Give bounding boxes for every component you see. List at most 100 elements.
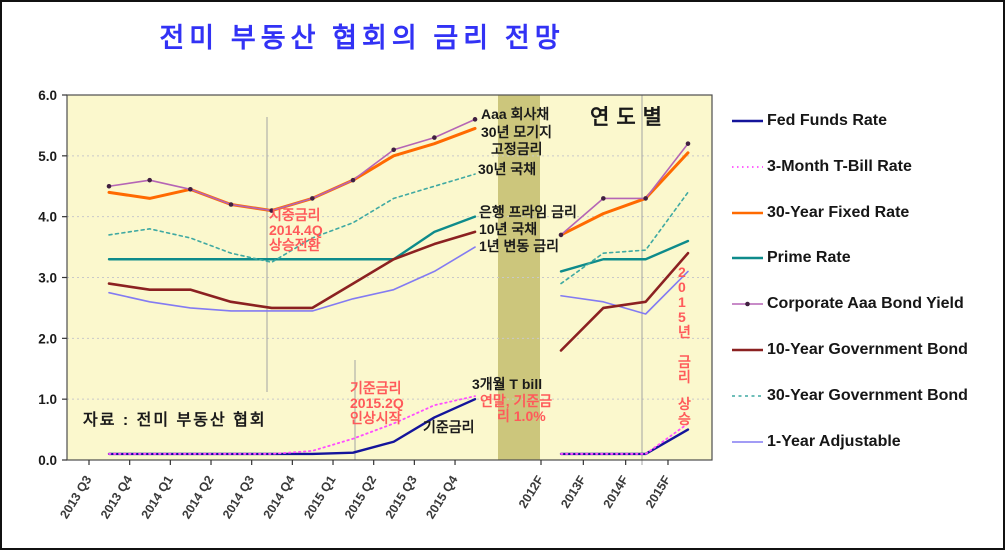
x-axis-label: 2012F [516, 473, 547, 511]
x-axis-label: 2014F [601, 473, 632, 511]
series-30-year-government-bond-quarterly [108, 173, 476, 264]
note-2015-rise-1: 0 [678, 279, 686, 295]
plot-area [67, 95, 712, 460]
legend-item-10-year-government-bond: 10-Year Government Bond [730, 341, 968, 359]
marker-corporate-aaa-bond-yield [310, 196, 315, 201]
series-10-year-government-bond-quarterly [107, 230, 477, 310]
legend-swatch-prime-rate [732, 257, 763, 260]
x-axis-label: 2014 Q4 [261, 473, 298, 521]
legend-item-1-year-adjustable: 1-Year Adjustable [730, 433, 901, 451]
series-corporate-aaa-bond-yield-quarterly [108, 118, 476, 212]
note-2015-rise-1: 5 [678, 309, 686, 325]
note-base-rate-hike: 2015.2Q [350, 395, 404, 411]
legend-swatch-1-year-adjustable [732, 440, 763, 443]
legend-label: Fed Funds Rate [767, 112, 888, 129]
series-1-year-adjustable-quarterly [108, 246, 476, 312]
marker-corporate-aaa-bond-yield [188, 186, 193, 192]
note-market-rate-turn: 시중금리 [269, 207, 321, 223]
legend-label: 30-Year Government Bond [767, 386, 968, 404]
legend-label: 3-Month T-Bill Rate [767, 157, 912, 175]
marker-corporate-aaa-bond-yield [147, 177, 152, 183]
legend-label: 30-Year Fixed Rate [767, 203, 910, 221]
label-bank-prime: 은행 프라임 금리 [479, 204, 577, 220]
label-30y-mortgage: 30년 모기지 [481, 124, 552, 140]
legend-swatch-3-month-t-bill-rate [732, 165, 763, 168]
legend-item-30-year-government-bond: 30-Year Government Bond [730, 387, 968, 405]
label-10y-treasury: 10년 국채 [479, 221, 537, 237]
series-30-year-fixed-rate-yearly [559, 151, 690, 237]
note-base-rate-hike: 기준금리 [350, 380, 402, 396]
x-axis-label: 2013 Q3 [57, 473, 94, 521]
legend-swatch-30-year-government-bond [732, 394, 763, 397]
marker-corporate-aaa-bond-yield [269, 208, 274, 213]
x-axis-label: 2013F [558, 473, 589, 511]
label-base-rate: 기준금리 [423, 419, 475, 435]
note-yearend-base-rate-2: 리 1.0% [497, 408, 546, 424]
label-30y-treasury: 30년 국채 [478, 161, 536, 177]
x-axis-label: 2015 Q2 [342, 473, 379, 521]
marker-corporate-aaa-bond-yield [391, 147, 396, 153]
series-10-year-government-bond-yearly [559, 251, 690, 352]
y-axis-label: 4.0 [38, 210, 57, 225]
label-3m-tbill: 3개월 T bill [472, 376, 542, 392]
marker-corporate-aaa-bond-yield [472, 117, 478, 122]
label-yearly-section: 연도별 [590, 106, 669, 129]
note-market-rate-turn: 상승전환 [269, 237, 321, 253]
note-yearend-base-rate: 연말, 기준금 [480, 393, 552, 409]
x-axis-label: 2014 Q3 [220, 473, 257, 521]
legend-swatch-30-year-fixed-rate [732, 211, 763, 214]
series-prime-rate-yearly [559, 239, 690, 273]
marker-corporate-aaa-bond-yield [350, 177, 356, 183]
legend-item-corporate-aaa-bond-yield: Corporate Aaa Bond Yield [730, 295, 964, 313]
marker-corporate-aaa-bond-yield [601, 196, 606, 201]
y-axis-label: 1.0 [38, 392, 57, 407]
series-1-year-adjustable-yearly [560, 270, 689, 315]
y-axis-label: 3.0 [38, 271, 57, 286]
legend-label: 1-Year Adjustable [767, 432, 901, 450]
marker-corporate-aaa-bond-yield [106, 183, 112, 189]
legend-label: 10-Year Government Bond [767, 341, 968, 358]
note-2015-rise-1: 1 [678, 294, 686, 310]
series-corporate-aaa-bond-yield-yearly [560, 142, 689, 236]
marker-corporate-aaa-bond-yield [558, 232, 564, 238]
series-prime-rate-quarterly [107, 215, 477, 261]
x-axis-label: 2015 Q1 [301, 473, 338, 521]
note-2015-rise-3: 승 [678, 411, 691, 427]
legend-label: Prime Rate [767, 249, 851, 267]
x-axis-label: 2015 Q4 [423, 473, 460, 521]
x-axis-label: 2015 Q3 [383, 473, 420, 521]
x-axis-label: 2015F [643, 473, 674, 511]
legend-item-prime-rate: Prime Rate [730, 249, 851, 267]
legend-item-30-year-fixed-rate: 30-Year Fixed Rate [730, 204, 909, 222]
label-1y-adjustable: 1년 변동 금리 [479, 238, 559, 254]
label-aaa-corporate: Aaa 회사채 [481, 106, 549, 122]
note-2015-rise-1: 2 [678, 264, 686, 280]
note-2015-rise-1: 년 [678, 324, 691, 340]
legend-label: Corporate Aaa Bond Yield [767, 295, 964, 313]
marker-corporate-aaa-bond-yield [643, 196, 648, 201]
series-3-month-t-bill-rate-quarterly [108, 395, 476, 455]
legend: Fed Funds Rate 3-Month T-Bill Rate 30-Year… [730, 2, 1003, 548]
legend-swatch-10-year-government-bond [732, 348, 763, 352]
x-axis-label: 2013 Q4 [98, 473, 135, 521]
legend-swatch-corporate-aaa-bond-yield [732, 301, 763, 307]
marker-corporate-aaa-bond-yield [685, 141, 691, 146]
chart-title: 전미 부동산 협회의 금리 전망 [159, 23, 565, 53]
legend-swatch-fed-funds-rate [732, 119, 763, 123]
legend-item-3-month-t-bill-rate: 3-Month T-Bill Rate [730, 158, 912, 176]
note-2015-rise-2: 리 [678, 369, 691, 385]
x-axis-label: 2014 Q2 [179, 473, 216, 521]
note-base-rate-hike: 인상시작 [350, 410, 402, 426]
label-30y-mortgage-2: 고정금리 [491, 141, 543, 157]
series-3-month-t-bill-rate-yearly [560, 422, 689, 455]
legend-item-fed-funds-rate: Fed Funds Rate [730, 112, 887, 130]
note-source: 자료 : 전미 부동산 협회 [83, 410, 267, 429]
y-axis-label: 0.0 [38, 453, 57, 468]
note-2015-rise-2: 금 [678, 354, 691, 370]
y-axis-label: 6.0 [38, 88, 57, 103]
note-market-rate-turn: 2014.4Q [269, 222, 323, 238]
y-axis-label: 2.0 [38, 331, 57, 346]
marker-corporate-aaa-bond-yield [432, 135, 437, 140]
